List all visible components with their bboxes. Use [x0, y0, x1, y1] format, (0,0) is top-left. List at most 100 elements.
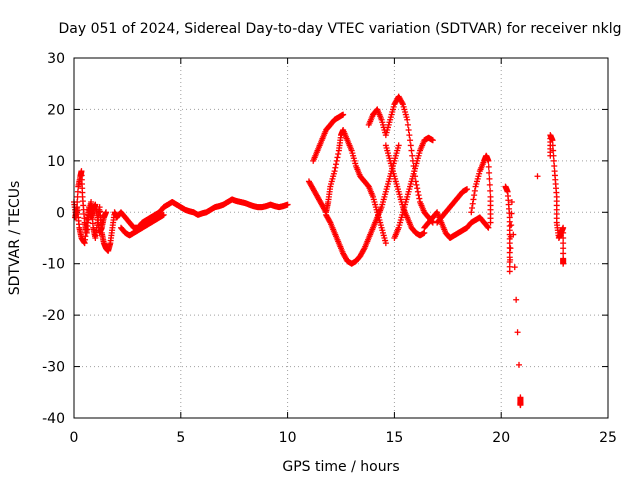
y-tick-label: 30	[47, 51, 65, 67]
data-point	[382, 240, 389, 247]
data-point	[508, 210, 515, 217]
data-point	[485, 163, 492, 170]
data-point	[549, 142, 556, 149]
data-point	[395, 142, 402, 149]
data-point	[335, 151, 342, 157]
data-point	[333, 161, 340, 168]
data-point	[160, 211, 167, 218]
series-early-trace-b	[72, 201, 110, 247]
data-point	[405, 127, 412, 133]
data-point	[399, 100, 406, 106]
data-point	[74, 188, 81, 195]
data-point	[471, 192, 478, 199]
data-point	[470, 196, 477, 203]
data-point	[469, 205, 476, 211]
data-point	[514, 329, 521, 336]
axis-ticks: 0 5 10 15 20 25 -40 -30 -20 -10 0 10 20 30	[42, 51, 617, 446]
data-point	[468, 209, 475, 216]
data-point	[516, 361, 522, 368]
y-axis-title: SDTVAR / TECUs	[7, 181, 23, 296]
data-point	[560, 240, 567, 247]
data-point	[334, 154, 341, 161]
data-point	[550, 147, 557, 154]
chart-title: Day 051 of 2024, Sidereal Day-to-day VTE…	[59, 21, 622, 37]
series-scattered-20h	[502, 132, 567, 409]
x-axis-title: GPS time / hours	[282, 459, 399, 475]
data-point	[415, 192, 422, 199]
y-tick-label: -20	[42, 308, 65, 324]
data-point	[508, 222, 515, 229]
data-point	[421, 229, 428, 236]
series-cross-trace-b	[421, 209, 492, 241]
series-morning-trace-lower	[117, 211, 167, 239]
data-point	[469, 200, 476, 207]
data-point	[471, 187, 478, 194]
data-point	[331, 168, 338, 175]
series-arc-up	[305, 127, 389, 247]
data-point	[485, 157, 492, 164]
y-tick-label: -30	[42, 360, 65, 376]
series-arc-down	[323, 142, 402, 267]
data-point	[416, 195, 423, 202]
x-tick-label: 20	[492, 430, 510, 446]
data-point	[486, 169, 493, 176]
x-tick-label: 15	[385, 430, 403, 446]
data-point	[513, 296, 520, 303]
data-point	[550, 157, 557, 164]
data-points	[71, 93, 567, 409]
data-point	[407, 137, 414, 144]
series-cross-trace-a	[391, 134, 436, 241]
x-tick-label: 10	[279, 430, 297, 446]
data-point	[486, 181, 493, 188]
x-tick-label: 0	[70, 430, 79, 446]
series-descent-trace	[382, 142, 428, 239]
data-point	[332, 164, 339, 171]
data-point	[534, 173, 541, 180]
data-point	[340, 111, 347, 118]
data-point	[103, 209, 110, 216]
data-point	[414, 188, 421, 195]
data-point	[487, 187, 494, 194]
series-late-spike	[468, 152, 494, 226]
data-point	[409, 152, 416, 159]
data-point	[560, 245, 567, 252]
data-point	[560, 229, 567, 236]
y-tick-label: -40	[42, 411, 65, 427]
data-point	[560, 224, 567, 231]
y-tick-label: 0	[56, 205, 65, 221]
data-point	[464, 186, 471, 193]
data-point	[486, 175, 493, 182]
data-point	[408, 147, 415, 154]
x-tick-label: 5	[176, 430, 185, 446]
data-point	[510, 231, 517, 238]
data-point	[511, 264, 518, 271]
data-point	[550, 152, 557, 159]
data-point	[560, 250, 567, 257]
data-point	[413, 181, 420, 188]
data-point	[406, 132, 413, 139]
data-point	[484, 223, 491, 230]
data-point	[560, 260, 567, 267]
data-point	[404, 116, 411, 123]
data-point	[284, 201, 291, 208]
data-point	[485, 224, 492, 231]
data-point	[560, 235, 567, 241]
y-tick-label: -10	[42, 257, 65, 273]
x-tick-label: 25	[599, 430, 617, 446]
series-late-rise	[434, 186, 471, 226]
data-point	[507, 245, 514, 252]
data-point	[517, 402, 524, 409]
data-point	[487, 219, 494, 226]
data-point	[407, 142, 414, 149]
data-point	[429, 137, 436, 144]
data-point	[508, 199, 515, 205]
y-tick-label: 20	[47, 102, 65, 118]
data-point	[549, 137, 556, 144]
data-point	[404, 121, 411, 128]
series-mid-rise	[310, 111, 347, 164]
data-point	[507, 256, 514, 263]
data-point	[551, 163, 558, 169]
y-tick-label: 10	[47, 154, 65, 170]
